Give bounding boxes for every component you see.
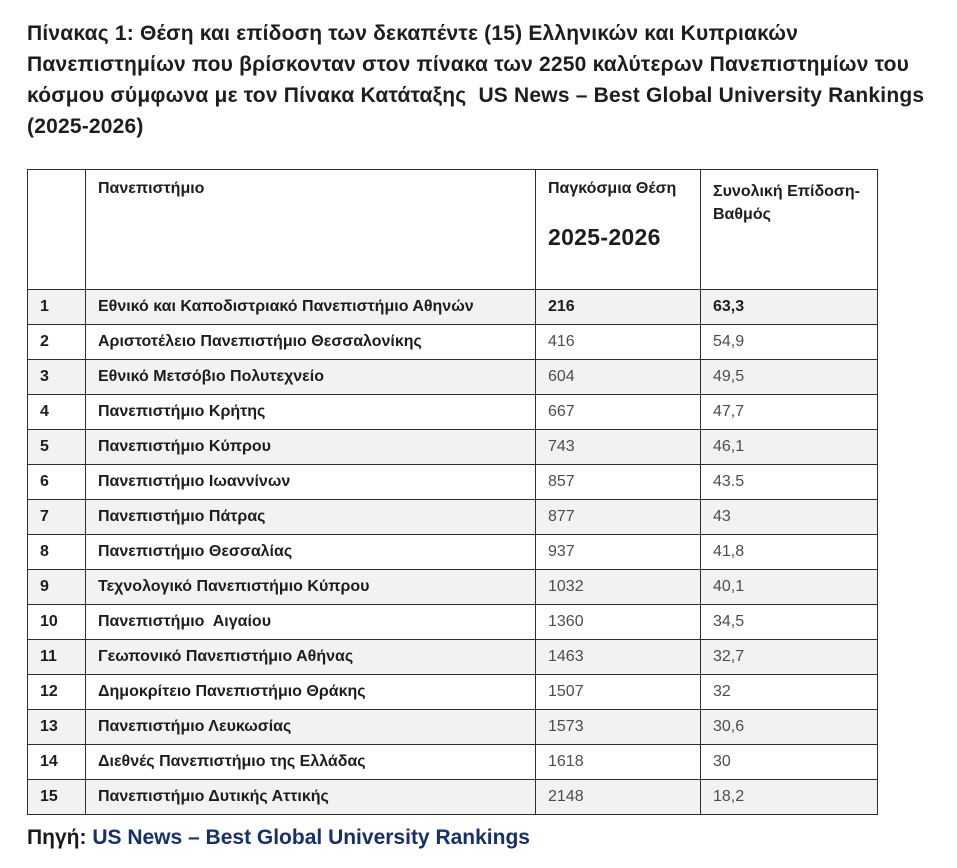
global-rank-cell: 604 bbox=[535, 359, 701, 395]
table-caption: Πίνακας 1: Θέση και επίδοση των δεκαπέντ… bbox=[27, 22, 931, 138]
table-row: 5 Πανεπιστήμιο Κύπρου 743 46,1 bbox=[27, 429, 878, 465]
university-name-cell: Πανεπιστήμιο Αιγαίου bbox=[85, 604, 536, 640]
university-name-cell: Πανεπιστήμιο Λευκωσίας bbox=[85, 709, 536, 745]
row-index-cell: 2 bbox=[27, 324, 86, 360]
university-rankings-table: Πανεπιστήμιο Παγκόσμια Θέση 2025-2026 Συ… bbox=[27, 169, 878, 815]
university-name-cell: Εθνικό και Καποδιστριακό Πανεπιστήμιο Αθ… bbox=[85, 289, 536, 325]
header-global-rank: Παγκόσμια Θέση 2025-2026 bbox=[535, 169, 701, 290]
row-index-cell: 6 bbox=[27, 464, 86, 500]
table-row: 8 Πανεπιστήμιο Θεσσαλίας 937 41,8 bbox=[27, 534, 878, 570]
source-link[interactable]: US News – Best Global University Ranking… bbox=[92, 826, 530, 849]
source-line: Πηγή: US News – Best Global University R… bbox=[27, 826, 930, 850]
table-row: 11 Γεωπονικό Πανεπιστήμιο Αθήνας 1463 32,7 bbox=[27, 639, 878, 675]
row-index-cell: 3 bbox=[27, 359, 86, 395]
row-index-cell: 13 bbox=[27, 709, 86, 745]
global-rank-cell: 1618 bbox=[535, 744, 701, 780]
row-index-cell: 1 bbox=[27, 289, 86, 325]
overall-score-cell: 40,1 bbox=[700, 569, 878, 605]
overall-score-cell: 46,1 bbox=[700, 429, 878, 465]
table-row: 7 Πανεπιστήμιο Πάτρας 877 43 bbox=[27, 499, 878, 535]
university-name-cell: Αριστοτέλειο Πανεπιστήμιο Θεσσαλονίκης bbox=[85, 324, 536, 360]
overall-score-cell: 18,2 bbox=[700, 779, 878, 815]
global-rank-cell: 1032 bbox=[535, 569, 701, 605]
university-name-cell: Εθνικό Μετσόβιο Πολυτεχνείο bbox=[85, 359, 536, 395]
university-name-cell: Πανεπιστήμιο Κύπρου bbox=[85, 429, 536, 465]
row-index-cell: 12 bbox=[27, 674, 86, 710]
table-row: 3 Εθνικό Μετσόβιο Πολυτεχνείο 604 49,5 bbox=[27, 359, 878, 395]
overall-score-cell: 47,7 bbox=[700, 394, 878, 430]
overall-score-cell: 30 bbox=[700, 744, 878, 780]
university-name-cell: Πανεπιστήμιο Ιωαννίνων bbox=[85, 464, 536, 500]
global-rank-cell: 1463 bbox=[535, 639, 701, 675]
table-row: 4 Πανεπιστήμιο Κρήτης 667 47,7 bbox=[27, 394, 878, 430]
table-row: 2 Αριστοτέλειο Πανεπιστήμιο Θεσσαλονίκης 4… bbox=[27, 324, 878, 360]
global-rank-cell: 1360 bbox=[535, 604, 701, 640]
header-global-rank-label: Παγκόσμια Θέση bbox=[548, 180, 677, 197]
row-index-cell: 9 bbox=[27, 569, 86, 605]
table-row: 6 Πανεπιστήμιο Ιωαννίνων 857 43.5 bbox=[27, 464, 878, 500]
overall-score-cell: 32,7 bbox=[700, 639, 878, 675]
header-university: Πανεπιστήμιο bbox=[85, 169, 536, 290]
row-index-cell: 7 bbox=[27, 499, 86, 535]
global-rank-cell: 937 bbox=[535, 534, 701, 570]
university-name-cell: Πανεπιστήμιο Θεσσαλίας bbox=[85, 534, 536, 570]
row-index-cell: 5 bbox=[27, 429, 86, 465]
university-name-cell: Πανεπιστήμιο Δυτικής Αττικής bbox=[85, 779, 536, 815]
table-row: 10 Πανεπιστήμιο Αιγαίου 1360 34,5 bbox=[27, 604, 878, 640]
source-label: Πηγή: bbox=[27, 826, 93, 849]
table-row: 15 Πανεπιστήμιο Δυτικής Αττικής 2148 18,2 bbox=[27, 779, 878, 815]
global-rank-cell: 857 bbox=[535, 464, 701, 500]
row-index-cell: 8 bbox=[27, 534, 86, 570]
row-index-cell: 10 bbox=[27, 604, 86, 640]
global-rank-cell: 667 bbox=[535, 394, 701, 430]
university-name-cell: Τεχνολογικό Πανεπιστήμιο Κύπρου bbox=[85, 569, 536, 605]
university-name-cell: Διεθνές Πανεπιστήμιο της Ελλάδας bbox=[85, 744, 536, 780]
header-rank-period: 2025-2026 bbox=[548, 224, 661, 250]
overall-score-cell: 54,9 bbox=[700, 324, 878, 360]
university-name-cell: Πανεπιστήμιο Πάτρας bbox=[85, 499, 536, 535]
table-row: 12 Δημοκρίτειο Πανεπιστήμιο Θράκης 1507 32 bbox=[27, 674, 878, 710]
row-index-cell: 4 bbox=[27, 394, 86, 430]
global-rank-cell: 416 bbox=[535, 324, 701, 360]
table-row: 1 Εθνικό και Καποδιστριακό Πανεπιστήμιο Α… bbox=[27, 289, 878, 325]
overall-score-cell: 34,5 bbox=[700, 604, 878, 640]
global-rank-cell: 2148 bbox=[535, 779, 701, 815]
table-header: Πανεπιστήμιο Παγκόσμια Θέση 2025-2026 Συ… bbox=[27, 169, 878, 290]
university-name-cell: Πανεπιστήμιο Κρήτης bbox=[85, 394, 536, 430]
global-rank-cell: 877 bbox=[535, 499, 701, 535]
overall-score-cell: 32 bbox=[700, 674, 878, 710]
university-name-cell: Γεωπονικό Πανεπιστήμιο Αθήνας bbox=[85, 639, 536, 675]
global-rank-cell: 1507 bbox=[535, 674, 701, 710]
header-index bbox=[27, 169, 86, 290]
overall-score-cell: 43.5 bbox=[700, 464, 878, 500]
global-rank-cell: 216 bbox=[535, 289, 701, 325]
header-overall-score: Συνολική Επίδοση-Βαθμός bbox=[700, 169, 878, 290]
global-rank-cell: 1573 bbox=[535, 709, 701, 745]
table-row: 9 Τεχνολογικό Πανεπιστήμιο Κύπρου 1032 40,1 bbox=[27, 569, 878, 605]
row-index-cell: 15 bbox=[27, 779, 86, 815]
overall-score-cell: 41,8 bbox=[700, 534, 878, 570]
table-body: 1 Εθνικό και Καποδιστριακό Πανεπιστήμιο Α… bbox=[27, 289, 878, 815]
table-row: 13 Πανεπιστήμιο Λευκωσίας 1573 30,6 bbox=[27, 709, 878, 745]
overall-score-cell: 49,5 bbox=[700, 359, 878, 395]
overall-score-cell: 43 bbox=[700, 499, 878, 535]
row-index-cell: 11 bbox=[27, 639, 86, 675]
table-row: 14 Διεθνές Πανεπιστήμιο της Ελλάδας 1618 30 bbox=[27, 744, 878, 780]
university-name-cell: Δημοκρίτειο Πανεπιστήμιο Θράκης bbox=[85, 674, 536, 710]
global-rank-cell: 743 bbox=[535, 429, 701, 465]
overall-score-cell: 30,6 bbox=[700, 709, 878, 745]
overall-score-cell: 63,3 bbox=[700, 289, 878, 325]
row-index-cell: 14 bbox=[27, 744, 86, 780]
